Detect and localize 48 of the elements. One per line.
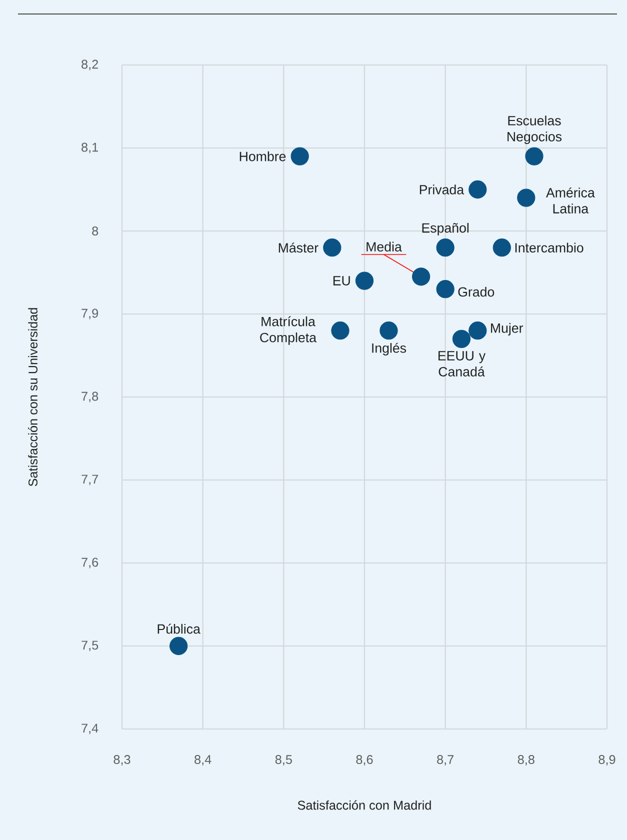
annotation: Escuelas Negocios: [508, 116, 562, 144]
annotation: EEUU y Canadá: [438, 351, 486, 376]
annotation: Grado: [458, 286, 494, 297]
annotation: Pública: [158, 624, 200, 634]
point: [436, 280, 454, 298]
y-tick-label: 8,2: [82, 60, 98, 70]
point: [517, 188, 536, 207]
x-tick-label: 8,6: [356, 755, 373, 766]
point: [468, 322, 487, 340]
annotation: Inglés: [372, 342, 406, 356]
point: [525, 147, 544, 166]
annotation: Intercambio: [515, 242, 584, 252]
annotation: Máster: [278, 242, 318, 253]
point: [492, 238, 511, 257]
point: [380, 322, 398, 340]
x-tick-label: 8,4: [194, 755, 212, 766]
y-tick-label: 7,4: [82, 724, 98, 734]
x-tick-label: 8,5: [275, 755, 292, 766]
annotation: Media: [366, 242, 402, 252]
x-tick-label: 8,7: [437, 755, 454, 766]
y-tick-label: 7,5: [82, 640, 98, 652]
y-tick-label: 7,9: [82, 308, 98, 320]
point: [323, 238, 342, 257]
annotation: Hombre: [240, 151, 286, 162]
point: [436, 238, 454, 257]
x-tick-label: 8,3: [114, 755, 130, 766]
annotation: América Latina: [546, 187, 595, 214]
x-tick-label: 8,8: [518, 755, 534, 766]
y-tick-label: 7,8: [82, 392, 98, 402]
annotation: Mujer: [491, 323, 524, 336]
annotation: EU: [333, 276, 350, 286]
y-tick-label: 7,7: [82, 474, 98, 486]
annotation: Español: [422, 222, 469, 236]
point: [290, 147, 309, 166]
y-axis-title: Satisfacción con su Universidad: [28, 308, 38, 486]
point: [170, 636, 188, 656]
point: [412, 268, 430, 286]
point: [468, 180, 487, 199]
y-tick-label: 8,1: [82, 142, 98, 154]
point: [331, 322, 350, 340]
x-axis-title: Satisfacción con Madrid: [298, 800, 431, 810]
annotation: Privada: [420, 184, 464, 194]
point: [355, 272, 374, 290]
y-tick-label: 8: [92, 226, 98, 236]
point: [452, 330, 471, 348]
y-tick-label: 7,6: [82, 558, 98, 568]
x-tick-label: 8,9: [598, 755, 616, 766]
annotation: Matrícula Completa: [260, 316, 317, 345]
